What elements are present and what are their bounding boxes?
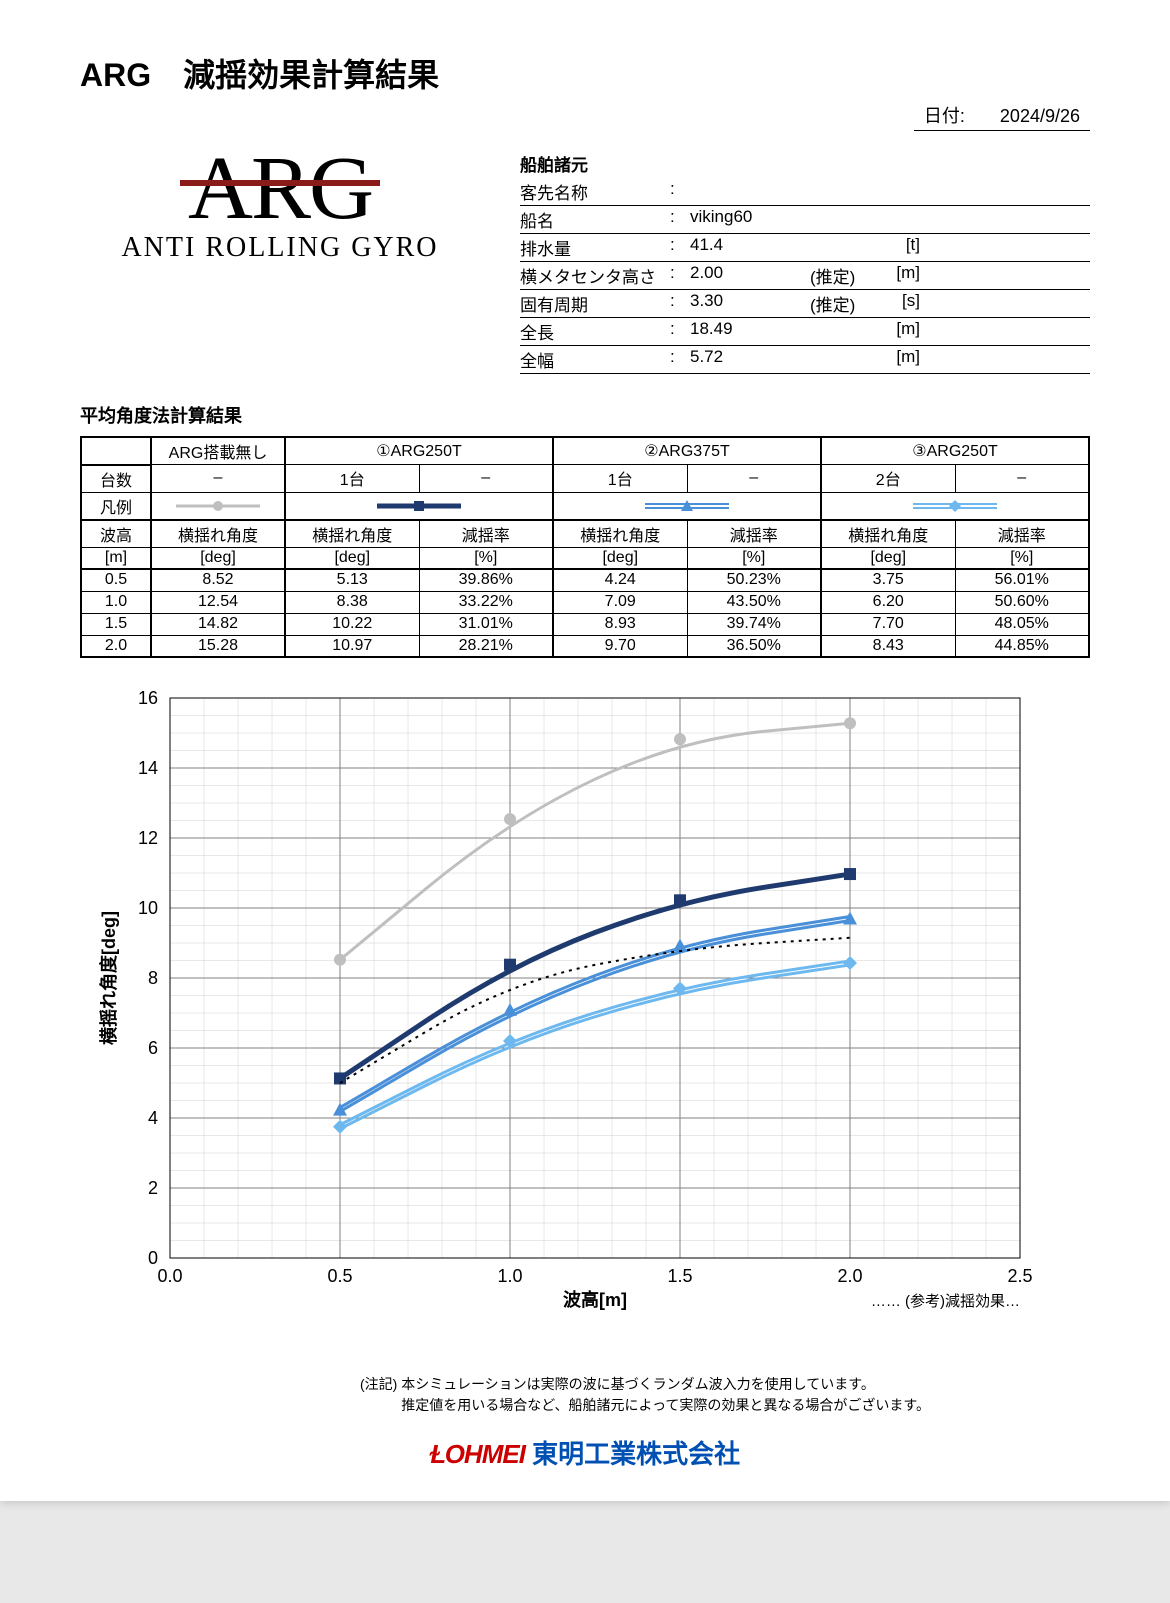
legend-none xyxy=(151,492,285,520)
date-field: 日付: 2024/9/26 xyxy=(914,102,1090,131)
hdr-rate: 減揺率 xyxy=(419,520,553,548)
svg-text:波高[m]: 波高[m] xyxy=(563,1289,627,1310)
note-label: (注記) xyxy=(360,1376,397,1392)
svg-text:…… (参考)減揺効果…: …… (参考)減揺効果… xyxy=(871,1293,1020,1310)
logo: ARG ANTI ROLLING GYRO xyxy=(80,151,480,374)
spec-key: 全幅 xyxy=(520,347,670,372)
date-value: 2024/9/26 xyxy=(1000,106,1080,126)
hdr-roll: 横揺れ角度 xyxy=(285,520,419,548)
spec-note xyxy=(810,235,880,260)
spec-unit: [m] xyxy=(880,319,920,344)
svg-text:1.5: 1.5 xyxy=(667,1266,692,1286)
legend-2 xyxy=(553,492,821,520)
date-label: 日付: xyxy=(924,106,965,126)
spec-note xyxy=(810,179,880,204)
spec-value: 5.72 xyxy=(690,347,810,372)
spec-key: 横メタセンタ高さ xyxy=(520,263,670,288)
spec-value: 3.30 xyxy=(690,291,810,316)
svg-text:2: 2 xyxy=(148,1178,158,1198)
header-block: ARG ANTI ROLLING GYRO 船舶諸元 客先名称:船名:vikin… xyxy=(80,151,1090,374)
hdr-wave-unit: [m] xyxy=(81,547,151,569)
spec-value xyxy=(690,179,810,204)
footnote: (注記) 本シミュレーションは実際の波に基づくランダム波入力を使用しています。 … xyxy=(360,1374,1090,1416)
svg-text:2.5: 2.5 xyxy=(1007,1266,1032,1286)
spec-note: (推定) xyxy=(810,263,880,288)
spec-unit xyxy=(880,179,920,204)
spec-note xyxy=(810,319,880,344)
logo-strike xyxy=(180,180,380,186)
svg-text:10: 10 xyxy=(138,898,158,918)
spec-key: 排水量 xyxy=(520,235,670,260)
spec-table: 船舶諸元 客先名称:船名:viking60排水量:41.4[t]横メタセンタ高さ… xyxy=(520,151,1090,374)
hdr-roll: 横揺れ角度 xyxy=(151,520,285,548)
svg-text:2.0: 2.0 xyxy=(837,1266,862,1286)
col-2: ②ARG375T xyxy=(553,437,821,465)
spec-row: 全長:18.49[m] xyxy=(520,318,1090,346)
svg-text:1.0: 1.0 xyxy=(497,1266,522,1286)
spec-row: 固有周期:3.30(推定)[s] xyxy=(520,290,1090,318)
hdr-roll: 横揺れ角度 xyxy=(821,520,955,548)
hdr-wave: 波高 xyxy=(81,520,151,548)
note-1: 本シミュレーションは実際の波に基づくランダム波入力を使用しています。 xyxy=(401,1376,875,1392)
spec-row: 全幅:5.72[m] xyxy=(520,346,1090,374)
footer-company: 東明工業株式会社 xyxy=(532,1439,740,1469)
svg-text:横揺れ角度[deg]: 横揺れ角度[deg] xyxy=(98,911,119,1045)
spec-note xyxy=(810,347,880,372)
row-legend-label: 凡例 xyxy=(81,492,151,520)
svg-text:6: 6 xyxy=(148,1038,158,1058)
legend-1 xyxy=(285,492,553,520)
svg-text:0: 0 xyxy=(148,1248,158,1268)
spec-note: (推定) xyxy=(810,291,880,316)
note-2: 推定値を用いる場合など、船舶諸元によって実際の効果と異なる場合がございます。 xyxy=(401,1397,930,1413)
report-page: ARG 減揺効果計算結果 日付: 2024/9/26 ARG ANTI ROLL… xyxy=(0,0,1170,1501)
table-row: 0.58.525.1339.86%4.2450.23%3.7556.01% xyxy=(81,569,1089,591)
svg-text:0.0: 0.0 xyxy=(157,1266,182,1286)
spec-value: 41.4 xyxy=(690,235,810,260)
chart: 0.0 0.5 1.0 1.5 2.0 2.5 0 2 4 6 8 10 12 14 16 波高[m] 横揺れ角… xyxy=(80,678,1090,1368)
spec-row: 船名:viking60 xyxy=(520,206,1090,234)
page-title: ARG 減揺効果計算結果 xyxy=(80,50,1090,96)
spec-unit: [t] xyxy=(880,235,920,260)
spec-row: 客先名称: xyxy=(520,178,1090,206)
table-row: 1.514.8210.2231.01%8.9339.74%7.7048.05% xyxy=(81,613,1089,635)
svg-text:14: 14 xyxy=(138,758,158,778)
spec-row: 横メタセンタ高さ:2.00(推定)[m] xyxy=(520,262,1090,290)
table-row: 1.012.548.3833.22%7.0943.50%6.2050.60% xyxy=(81,591,1089,613)
spec-value: viking60 xyxy=(690,207,810,232)
spec-value: 2.00 xyxy=(690,263,810,288)
svg-text:12: 12 xyxy=(138,828,158,848)
hdr-rate: 減揺率 xyxy=(687,520,821,548)
spec-key: 固有周期 xyxy=(520,291,670,316)
spec-unit: [s] xyxy=(880,291,920,316)
spec-unit: [m] xyxy=(880,347,920,372)
col-3: ③ARG250T xyxy=(821,437,1089,465)
hdr-roll: 横揺れ角度 xyxy=(553,520,687,548)
spec-unit xyxy=(880,207,920,232)
spec-key: 船名 xyxy=(520,207,670,232)
spec-unit: [m] xyxy=(880,263,920,288)
svg-text:8: 8 xyxy=(148,968,158,988)
logo-main: ARG xyxy=(188,151,372,228)
svg-text:0.5: 0.5 xyxy=(327,1266,352,1286)
section-title: 平均角度法計算結果 xyxy=(80,402,1090,428)
spec-note xyxy=(810,207,880,232)
footer-brand: ⱢOHMEI xyxy=(430,1439,525,1469)
hdr-rate: 減揺率 xyxy=(955,520,1089,548)
col-1: ①ARG250T xyxy=(285,437,553,465)
col-none: ARG搭載無し xyxy=(151,437,285,465)
spec-heading: 船舶諸元 xyxy=(520,151,1090,176)
svg-text:4: 4 xyxy=(148,1108,158,1128)
spec-key: 客先名称 xyxy=(520,179,670,204)
results-table: ARG搭載無し①ARG250T②ARG375T③ARG250T台数–1台–1台–… xyxy=(80,436,1090,658)
svg-text:16: 16 xyxy=(138,688,158,708)
table-row: 2.015.2810.9728.21%9.7036.50%8.4344.85% xyxy=(81,635,1089,657)
footer-logo: ⱢOHMEI 東明工業株式会社 xyxy=(80,1434,1090,1471)
line-chart: 0.0 0.5 1.0 1.5 2.0 2.5 0 2 4 6 8 10 12 14 16 波高[m] 横揺れ角… xyxy=(80,678,1040,1368)
spec-key: 全長 xyxy=(520,319,670,344)
legend-3 xyxy=(821,492,1089,520)
spec-row: 排水量:41.4[t] xyxy=(520,234,1090,262)
row-units-label: 台数 xyxy=(81,465,151,493)
spec-value: 18.49 xyxy=(690,319,810,344)
